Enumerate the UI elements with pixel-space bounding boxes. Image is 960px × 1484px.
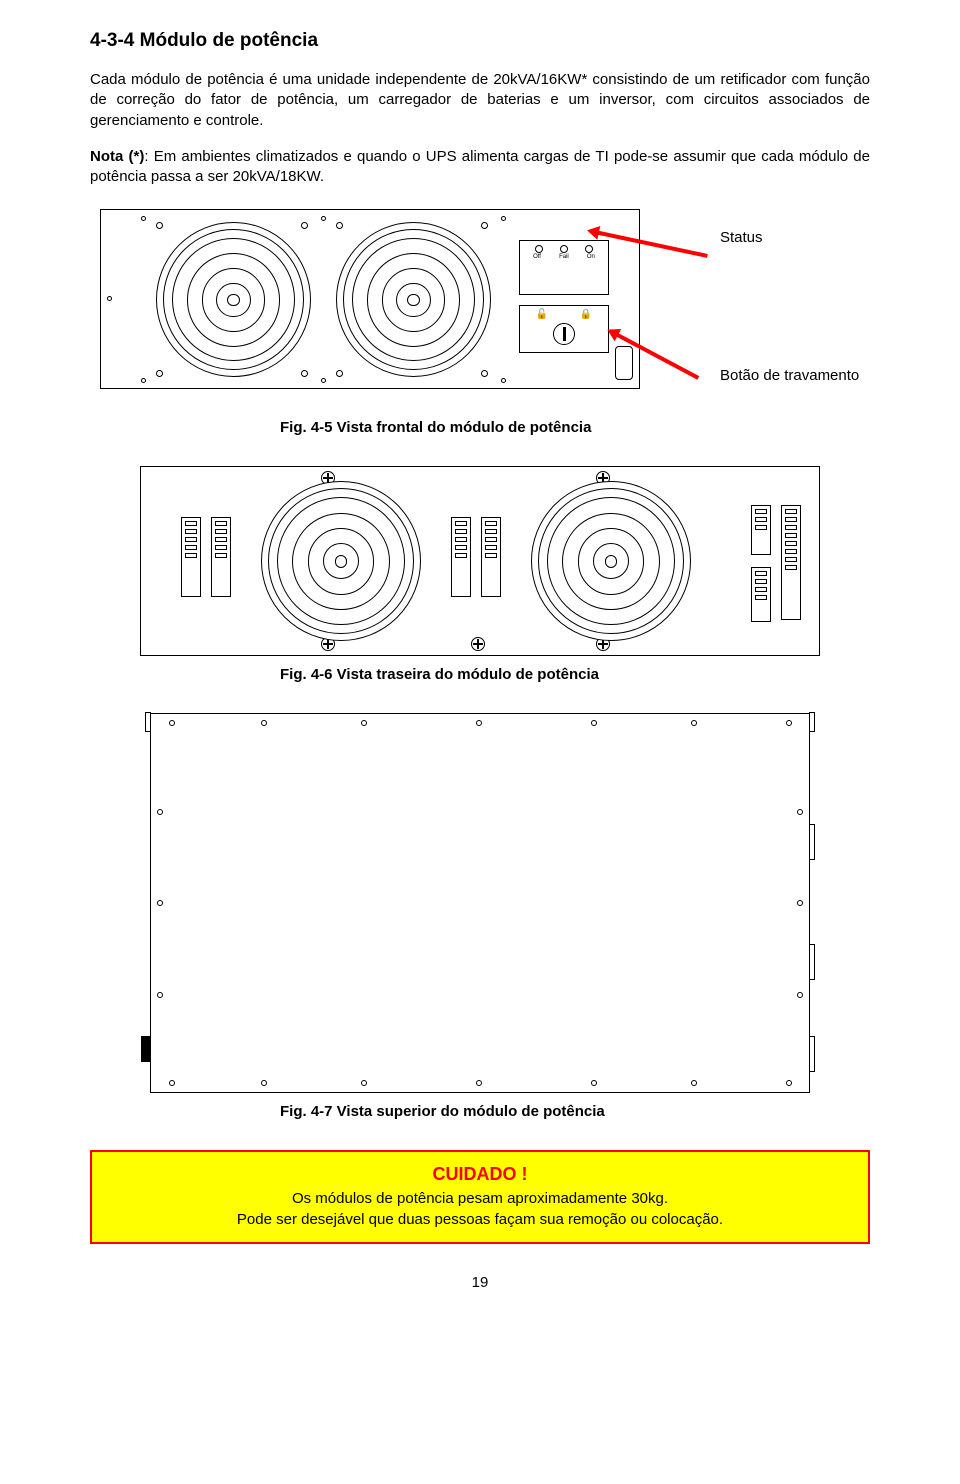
- hole: [321, 216, 326, 221]
- tab: [809, 944, 815, 980]
- connector: [181, 517, 201, 597]
- hole: [107, 296, 112, 301]
- module-rear-diagram: [140, 466, 820, 656]
- led-on-icon: [585, 245, 593, 253]
- caption-fig-4-7: Fig. 4-7 Vista superior do módulo de pot…: [280, 1103, 870, 1120]
- screw: [157, 809, 163, 815]
- tab: [809, 1036, 815, 1072]
- screw: [797, 809, 803, 815]
- screw: [786, 1080, 792, 1086]
- module-front-diagram: Off Fail On 🔓 🔒: [100, 209, 640, 389]
- screw: [476, 1080, 482, 1086]
- screw: [301, 222, 308, 229]
- led-fail-icon: [560, 245, 568, 253]
- tab: [141, 1036, 151, 1062]
- callout-status: Status: [720, 229, 763, 246]
- connector: [781, 505, 801, 620]
- screw: [261, 720, 267, 726]
- screw: [691, 1080, 697, 1086]
- warning-line-1: Os módulos de potência pesam aproximadam…: [110, 1189, 850, 1209]
- fan-rear-2: [531, 481, 691, 641]
- screw: [169, 720, 175, 726]
- screw: [301, 370, 308, 377]
- screw: [261, 1080, 267, 1086]
- led-on-label: On: [587, 254, 595, 260]
- unlock-icon: 🔓: [536, 309, 548, 320]
- note-text: : Em ambientes climatizados e quando o U…: [90, 148, 870, 185]
- module-top-diagram: [150, 713, 810, 1093]
- led-off-icon: [535, 245, 543, 253]
- page-number: 19: [90, 1274, 870, 1291]
- screw: [157, 992, 163, 998]
- fan-front-1: [156, 222, 311, 377]
- hole: [141, 216, 146, 221]
- note-label: Nota (*): [90, 148, 144, 165]
- screw: [156, 222, 163, 229]
- screw: [471, 637, 485, 651]
- hole: [321, 378, 326, 383]
- screw: [336, 370, 343, 377]
- screw: [336, 222, 343, 229]
- tab: [809, 712, 815, 732]
- warning-line-2: Pode ser desejável que duas pessoas faça…: [110, 1210, 850, 1230]
- screw: [797, 900, 803, 906]
- lock-knob-icon: [553, 323, 575, 345]
- tab: [145, 712, 151, 732]
- lock-icon: 🔒: [580, 309, 592, 320]
- hole: [501, 378, 506, 383]
- figure-4-5-wrap: Off Fail On 🔓 🔒 Status Botão de travamen…: [90, 209, 870, 409]
- section-paragraph: Cada módulo de potência é uma unidade in…: [90, 70, 870, 131]
- lock-panel: 🔓 🔒: [519, 305, 609, 353]
- screw: [691, 720, 697, 726]
- connector: [751, 505, 771, 555]
- screw: [157, 900, 163, 906]
- screw: [481, 370, 488, 377]
- hole: [141, 378, 146, 383]
- fan-front-2: [336, 222, 491, 377]
- screw: [591, 720, 597, 726]
- fan-rear-1: [261, 481, 421, 641]
- connector: [451, 517, 471, 597]
- screw: [481, 222, 488, 229]
- tab: [809, 824, 815, 860]
- connector: [481, 517, 501, 597]
- warning-title: CUIDADO !: [110, 1164, 850, 1185]
- handle: [615, 346, 633, 380]
- status-panel: Off Fail On: [519, 240, 609, 295]
- screw: [476, 720, 482, 726]
- warning-box: CUIDADO ! Os módulos de potência pesam a…: [90, 1150, 870, 1244]
- screw: [361, 720, 367, 726]
- screw: [786, 720, 792, 726]
- connector: [751, 567, 771, 622]
- led-off-label: Off: [533, 254, 541, 260]
- caption-fig-4-5: Fig. 4-5 Vista frontal do módulo de potê…: [280, 419, 870, 436]
- connector: [211, 517, 231, 597]
- screw: [156, 370, 163, 377]
- section-heading: 4-3-4 Módulo de potência: [90, 30, 870, 52]
- screw: [591, 1080, 597, 1086]
- caption-fig-4-6: Fig. 4-6 Vista traseira do módulo de pot…: [280, 666, 870, 683]
- hole: [501, 216, 506, 221]
- callout-lock: Botão de travamento: [720, 367, 859, 384]
- led-fail-label: Fail: [559, 254, 569, 260]
- screw: [361, 1080, 367, 1086]
- screw: [797, 992, 803, 998]
- screw: [169, 1080, 175, 1086]
- section-note: Nota (*): Em ambientes climatizados e qu…: [90, 147, 870, 188]
